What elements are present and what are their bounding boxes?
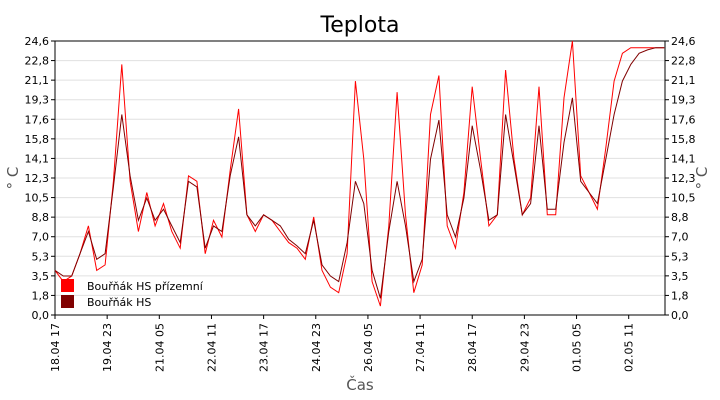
y-tick-label-left: 8,8 xyxy=(32,211,50,224)
x-tick-label: 22.04 11 xyxy=(205,323,218,372)
y-axis-label-left: ° C xyxy=(4,167,22,190)
x-tick-label: 02.05 11 xyxy=(623,323,636,372)
y-tick-label-left: 7,0 xyxy=(32,231,50,244)
y-tick-label-right: 1,8 xyxy=(671,289,689,302)
legend: Bouřňák HS přízemní Bouřňák HS xyxy=(61,279,204,309)
x-tick-label: 26.04 05 xyxy=(362,323,375,372)
y-tick-label-right: 10,5 xyxy=(671,192,696,205)
series-line-2 xyxy=(54,47,665,299)
y-tick-label-left: 21,1 xyxy=(25,74,50,87)
legend-swatch xyxy=(61,279,74,292)
legend-swatch xyxy=(61,295,74,308)
y-tick-label-right: 12,3 xyxy=(671,172,696,185)
chart-title: Teplota xyxy=(320,13,400,38)
y-tick-label-left: 24,6 xyxy=(25,35,50,48)
x-axis-label: Čas xyxy=(346,375,374,394)
x-tick-label: 28.04 17 xyxy=(466,323,479,372)
x-tick-label: 23.04 17 xyxy=(258,323,271,372)
y-tick-label-left: 22,8 xyxy=(25,55,50,68)
x-axis: 18.04 17 19.04 23 21.04 05 22.04 11 23.04 17… xyxy=(49,315,636,372)
y-tick-label-right: 0,0 xyxy=(671,309,689,322)
y-tick-label-left: 1,8 xyxy=(32,289,50,302)
x-tick-label: 01.05 05 xyxy=(571,323,584,372)
x-tick-label: 21.04 05 xyxy=(153,323,166,372)
x-tick-label: 19.04 23 xyxy=(101,323,114,372)
series-group xyxy=(54,40,665,307)
y-axis-right: 0,0 1,8 3,5 5,3 7,0 8,8 10,5 12,3 14,1 15,8 17,6 19… xyxy=(665,35,696,322)
legend-label: Bouřňák HS xyxy=(87,296,151,309)
y-tick-label-left: 19,3 xyxy=(25,94,50,107)
series-line-1 xyxy=(54,40,665,307)
x-tick-label: 29.04 23 xyxy=(518,323,531,372)
y-axis-label-right: ° C xyxy=(693,167,711,190)
y-tick-label-right: 21,1 xyxy=(671,74,696,87)
y-tick-label-left: 17,6 xyxy=(25,113,50,126)
y-axis-left: 0,0 1,8 3,5 5,3 7,0 8,8 10,5 12,3 14,1 15,8 17,6 19… xyxy=(25,35,55,322)
y-tick-label-right: 5,3 xyxy=(671,250,689,263)
y-tick-label-left: 14,1 xyxy=(25,152,50,165)
x-tick-label: 24.04 23 xyxy=(310,323,323,372)
x-tick-label: 27.04 11 xyxy=(414,323,427,372)
y-tick-label-left: 15,8 xyxy=(25,133,50,146)
legend-label: Bouřňák HS přízemní xyxy=(87,280,204,293)
y-tick-label-right: 24,6 xyxy=(671,35,696,48)
y-tick-label-left: 5,3 xyxy=(32,250,50,263)
y-tick-label-right: 22,8 xyxy=(671,55,696,68)
y-tick-label-left: 12,3 xyxy=(25,172,50,185)
y-tick-label-right: 7,0 xyxy=(671,231,689,244)
y-tick-label-left: 0,0 xyxy=(32,309,50,322)
y-tick-label-right: 15,8 xyxy=(671,133,696,146)
y-tick-label-right: 14,1 xyxy=(671,152,696,165)
y-tick-label-right: 8,8 xyxy=(671,211,689,224)
y-tick-label-left: 3,5 xyxy=(32,270,50,283)
y-tick-label-right: 19,3 xyxy=(671,94,696,107)
grid xyxy=(55,60,665,296)
y-tick-label-right: 3,5 xyxy=(671,270,689,283)
y-tick-label-left: 10,5 xyxy=(25,192,50,205)
y-tick-label-right: 17,6 xyxy=(671,113,696,126)
x-tick-label: 18.04 17 xyxy=(49,323,62,372)
